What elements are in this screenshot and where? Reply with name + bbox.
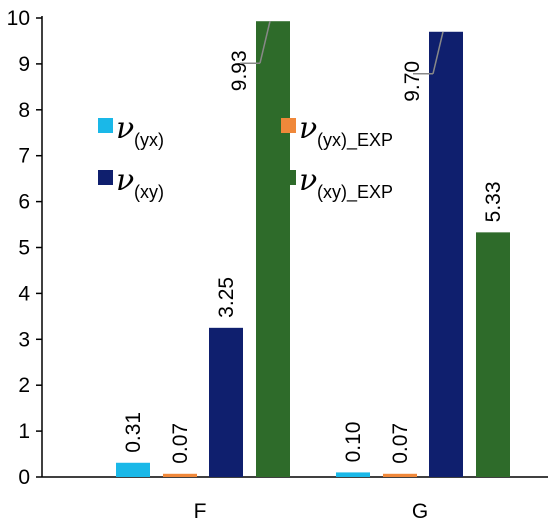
- data-label: 5.33: [482, 181, 505, 222]
- axis-break-mark: [259, 21, 271, 64]
- y-tick-label: 8: [18, 99, 30, 122]
- x-tick-label: G: [412, 500, 428, 523]
- legend-symbol: ν: [299, 163, 317, 198]
- legend-swatch: [281, 118, 296, 133]
- bar: [383, 473, 417, 477]
- bar: [429, 31, 463, 478]
- bar: [209, 327, 243, 477]
- data-label: 0.31: [122, 412, 145, 453]
- x-tick-label: F: [194, 500, 207, 523]
- y-tick-label: 6: [18, 191, 30, 214]
- legend-entry-label: (yx)_EXP: [317, 130, 393, 151]
- bar: [256, 21, 290, 477]
- legend-entry-label: (yx): [134, 130, 164, 150]
- legend-symbol: ν: [299, 111, 317, 146]
- y-tick-label: 4: [18, 282, 30, 305]
- legend-swatch: [281, 170, 296, 185]
- bar: [116, 462, 150, 477]
- bar: [163, 473, 197, 477]
- y-tick-label: 9: [18, 53, 30, 76]
- bars: [116, 21, 510, 478]
- bar: [476, 232, 510, 477]
- axis-break-mark: [432, 31, 444, 74]
- legend-swatch: [98, 118, 113, 133]
- data-labels: 0.31 0.10 0.07 0.07 3.25 9.70 9.93 5.33: [122, 21, 505, 464]
- data-label: 0.07: [389, 423, 412, 464]
- bar: [336, 472, 370, 477]
- legend-symbol: ν: [116, 111, 134, 146]
- legend-entry-label: (xy): [134, 182, 164, 202]
- legend-entry-label: (xy)_EXP: [317, 182, 393, 203]
- legend-symbol: ν: [116, 163, 134, 198]
- y-tick-label: 0: [18, 466, 30, 489]
- y-tick-label: 2: [18, 374, 30, 397]
- data-label: 0.07: [169, 423, 192, 464]
- data-label: 0.10: [342, 422, 365, 463]
- data-label: 9.93: [228, 50, 251, 91]
- y-tick-label: 1: [18, 420, 30, 443]
- legend-swatch: [98, 170, 113, 185]
- y-tick-label: 7: [18, 145, 30, 168]
- data-label: 9.70: [401, 61, 424, 102]
- data-label: 3.25: [215, 277, 238, 318]
- y-tick-label: 3: [18, 328, 30, 351]
- y-tick-label: 10: [7, 7, 30, 30]
- y-tick-label: 5: [18, 237, 30, 260]
